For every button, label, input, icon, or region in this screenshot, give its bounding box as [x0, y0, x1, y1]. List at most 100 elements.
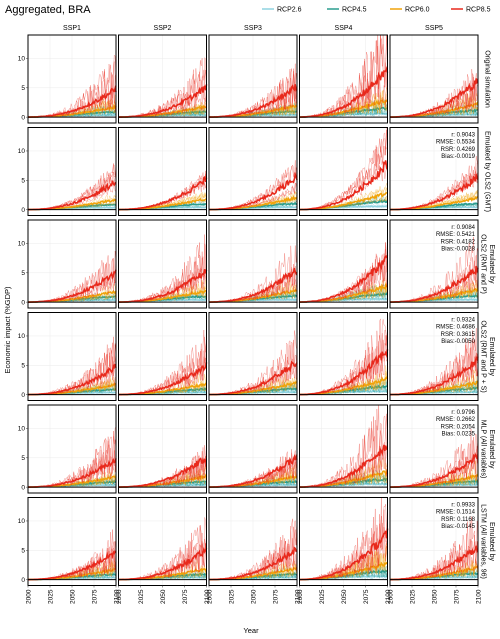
- panel-frame: [299, 34, 388, 124]
- mean-line-rcp85: [208, 267, 298, 304]
- y-tick-label: 10: [18, 518, 26, 525]
- mean-line-rcp85: [389, 355, 479, 396]
- y-tick-label: 5: [21, 85, 25, 92]
- y-tick-label: 0: [21, 299, 25, 306]
- panel-frame: [389, 34, 479, 124]
- stat-label: RSR: 0.2054: [441, 424, 476, 430]
- row-label-line: Emulated by: [488, 430, 495, 469]
- x-tick-label: 2000: [207, 589, 214, 604]
- panel-r2-c3: [208, 127, 298, 216]
- mean-line-rcp85: [299, 160, 389, 211]
- stat-label: RMSE: 0.2662: [436, 417, 476, 423]
- mean-line-rcp85: [28, 85, 117, 118]
- y-tick-label: 5: [21, 270, 25, 277]
- stat-label: Bias:-0.0028: [441, 247, 475, 253]
- row-label-line: Emulated by: [488, 245, 495, 284]
- stat-label: RSR: 0.4269: [441, 147, 476, 153]
- mean-line-rcp85: [390, 174, 479, 211]
- panel-frame: [27, 404, 117, 494]
- panel-r4-c2: [118, 312, 208, 401]
- mean-line-rcp85: [27, 457, 117, 488]
- panel-r1-c4: [299, 34, 389, 124]
- stat-label: RMSE: 0.5534: [436, 140, 476, 146]
- mean-line-rcp85: [209, 171, 298, 211]
- x-tick-label: 2025: [138, 589, 145, 604]
- panel-frame: [118, 219, 207, 309]
- panel-frame: [208, 219, 298, 309]
- panel-frame: [389, 127, 479, 216]
- mean-line-rcp85: [118, 84, 208, 118]
- panel-frame: [389, 312, 479, 401]
- panel-r5-c3: [208, 404, 298, 494]
- row-label-line: Emulated by OLS2 (GMT): [484, 131, 491, 212]
- panel-frame: [118, 34, 207, 124]
- panel-r1-c1: 0 5 10: [18, 34, 117, 124]
- panel-r2-c4: [299, 127, 389, 216]
- panel-frame: [118, 404, 207, 494]
- stat-label: r: 0.9043: [451, 133, 475, 139]
- panel-r5-c2: [118, 404, 208, 494]
- stat-label: RMSE: 0.4686: [436, 325, 476, 331]
- panel-frame: [27, 127, 117, 216]
- x-tick-label: 2075: [454, 589, 461, 604]
- panel-frame: [118, 312, 207, 401]
- panel-frame: [118, 127, 207, 216]
- mean-line-rcp85: [209, 84, 298, 118]
- x-tick-label: 2025: [229, 589, 236, 604]
- panel-r6-c3: 2000 2025 2050 2075 2100: [207, 497, 302, 604]
- legend-label: RCP8.5: [466, 7, 491, 14]
- y-tick-label: 10: [18, 241, 26, 248]
- row-label-line: OLS2 (RMT and P): [479, 234, 486, 294]
- y-tick-label: 0: [21, 114, 25, 121]
- x-tick-label: 2100: [204, 589, 211, 604]
- stat-label: r: 0.9796: [451, 410, 475, 416]
- y-tick-label: 0: [21, 207, 25, 214]
- row-label-line: MLP (All variables): [479, 420, 486, 479]
- legend: RCP2.6 RCP4.5 RCP6.0 RCP8.5: [262, 7, 491, 14]
- x-tick-label: 2075: [363, 589, 370, 604]
- panel-r3-c4: [299, 219, 389, 309]
- row-label-line: Emulated by: [488, 522, 495, 561]
- x-tick-label: 2025: [319, 589, 326, 604]
- mean-line-rcp85: [299, 349, 389, 396]
- legend-label: RCP6.0: [405, 7, 430, 14]
- stat-label: RSR: 0.4182: [441, 239, 476, 245]
- row-label: Emulated by OLS2 (GMT): [484, 131, 491, 212]
- panel-r5-c4: [299, 404, 389, 494]
- mean-line-rcp85: [390, 545, 479, 581]
- y-tick-label: 10: [18, 148, 26, 155]
- mean-line-rcp85: [118, 546, 208, 581]
- column-header: SSP3: [244, 25, 262, 32]
- column-header: SSP2: [154, 25, 172, 32]
- x-tick-label: 2025: [48, 589, 55, 604]
- column-headers: SSP1 SSP2 SSP3 SSP4 SSP5: [63, 25, 443, 32]
- stat-label: Bias:-0.0019: [441, 154, 475, 160]
- column-header: SSP1: [63, 25, 81, 32]
- panel-frame: [208, 34, 298, 124]
- x-tick-label: 2000: [297, 589, 304, 604]
- x-tick-label: 2075: [182, 589, 189, 604]
- panel-r1-c5: [389, 34, 479, 124]
- row-label-line: OLS2 (RMT and P + S): [479, 320, 486, 392]
- y-tick-label: 10: [18, 56, 26, 63]
- panel-frame: [27, 34, 117, 124]
- stat-label: RSR: 0.3615: [441, 332, 476, 338]
- stat-label: r: 0.9084: [451, 225, 475, 231]
- stat-label: Bias: 0.0235: [442, 432, 476, 438]
- panel-r3-c2: [118, 219, 208, 309]
- y-tick-label: 10: [18, 333, 26, 340]
- mean-line-rcp85: [299, 66, 389, 118]
- x-tick-label: 2050: [160, 589, 167, 604]
- y-tick-label: 0: [21, 577, 25, 584]
- x-tick-label: 2050: [251, 589, 258, 604]
- x-tick-label: 2000: [388, 589, 395, 604]
- panel-frame: [299, 219, 388, 309]
- panel-r4-c1: 0 5 10: [18, 312, 117, 401]
- panel-frame: [27, 312, 117, 401]
